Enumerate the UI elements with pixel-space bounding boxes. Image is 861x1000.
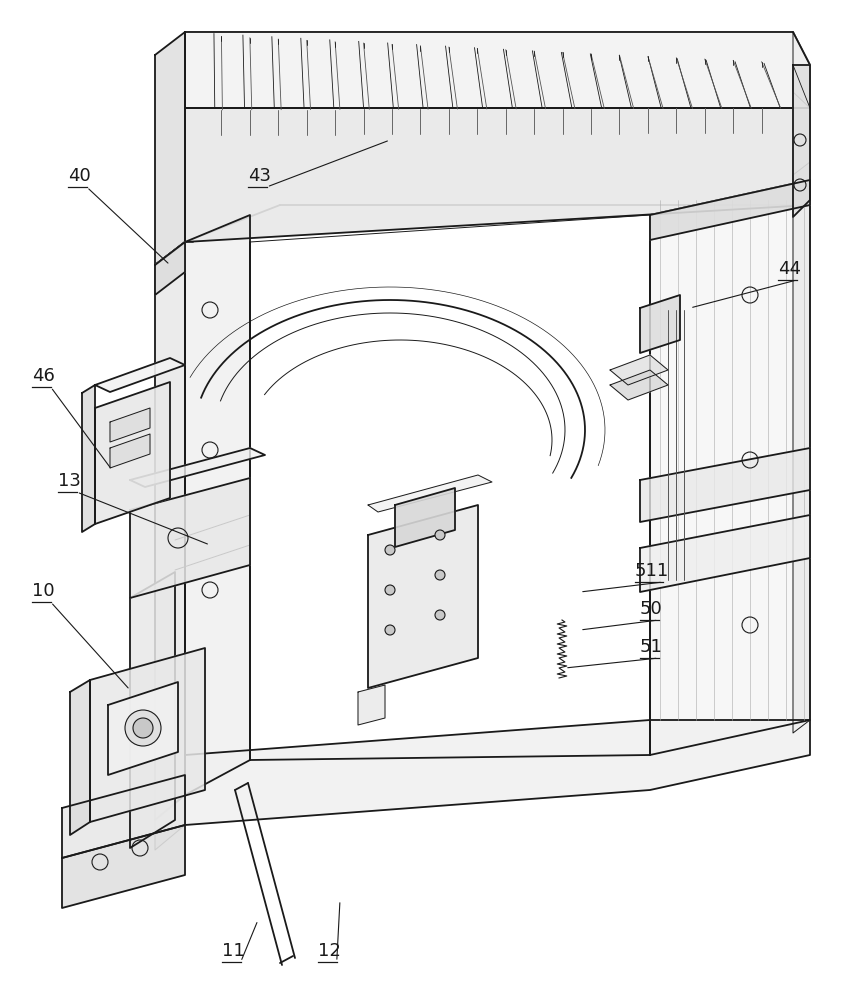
Polygon shape	[130, 478, 250, 598]
Polygon shape	[358, 685, 385, 725]
Polygon shape	[110, 434, 150, 468]
Circle shape	[435, 530, 445, 540]
Polygon shape	[95, 382, 170, 524]
Polygon shape	[793, 162, 810, 733]
Polygon shape	[70, 680, 90, 835]
Polygon shape	[793, 32, 810, 108]
Polygon shape	[62, 825, 185, 908]
Circle shape	[435, 610, 445, 620]
Polygon shape	[610, 370, 668, 400]
Polygon shape	[155, 242, 185, 295]
Polygon shape	[155, 242, 185, 820]
Polygon shape	[640, 515, 810, 592]
Polygon shape	[640, 448, 810, 522]
Circle shape	[125, 710, 161, 746]
Text: 43: 43	[248, 167, 271, 185]
Text: 46: 46	[32, 367, 55, 385]
Text: 44: 44	[778, 260, 801, 278]
Polygon shape	[62, 775, 185, 858]
Polygon shape	[185, 720, 810, 825]
Polygon shape	[82, 385, 95, 532]
Polygon shape	[185, 108, 810, 242]
Polygon shape	[650, 180, 810, 755]
Circle shape	[385, 545, 395, 555]
Polygon shape	[395, 488, 455, 547]
Circle shape	[385, 585, 395, 595]
Polygon shape	[130, 572, 175, 848]
Polygon shape	[95, 358, 185, 392]
Polygon shape	[155, 795, 185, 850]
Polygon shape	[130, 448, 265, 487]
Text: 11: 11	[222, 942, 245, 960]
Circle shape	[133, 718, 153, 738]
Polygon shape	[368, 505, 478, 688]
Text: 13: 13	[58, 472, 81, 490]
Polygon shape	[610, 355, 668, 385]
Text: 51: 51	[640, 638, 663, 656]
Text: 12: 12	[318, 942, 341, 960]
Polygon shape	[108, 682, 178, 775]
Circle shape	[385, 625, 395, 635]
Polygon shape	[640, 295, 680, 353]
Polygon shape	[368, 475, 492, 512]
Polygon shape	[650, 180, 810, 240]
Polygon shape	[185, 32, 810, 108]
Circle shape	[435, 570, 445, 580]
Polygon shape	[110, 408, 150, 442]
Polygon shape	[155, 32, 185, 265]
Text: 10: 10	[32, 582, 54, 600]
Polygon shape	[185, 215, 250, 795]
Text: 50: 50	[640, 600, 663, 618]
Polygon shape	[90, 648, 205, 822]
Text: 40: 40	[68, 167, 90, 185]
Text: 511: 511	[635, 562, 669, 580]
Polygon shape	[793, 65, 810, 217]
